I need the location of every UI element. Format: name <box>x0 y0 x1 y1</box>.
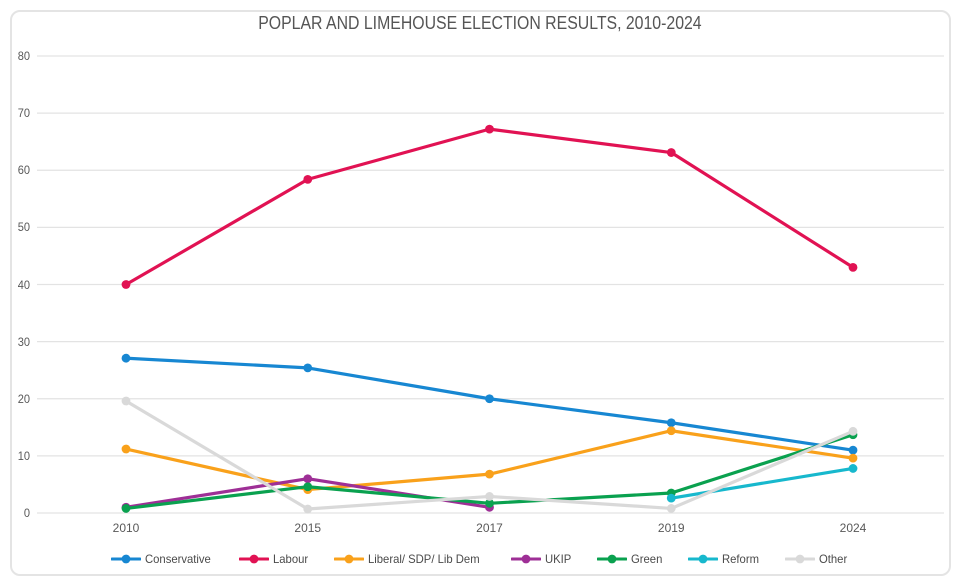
legend-label-green: Green <box>630 552 663 566</box>
y-tick-label-50: 50 <box>17 220 30 235</box>
legend-label-ukip: UKIP <box>544 552 572 566</box>
legend-marker-icon-conservative <box>110 554 141 564</box>
x-tick-label-2024: 2024 <box>839 521 867 535</box>
legend-marker-icon-labour <box>238 554 269 564</box>
y-tick-label-60: 60 <box>17 163 30 178</box>
legend-dot-icon <box>607 554 617 564</box>
legend-dot-icon <box>344 554 354 564</box>
legend-marker-icon-reform <box>688 554 719 564</box>
legend-marker-icon-green <box>596 554 627 564</box>
legend-dot-icon <box>796 554 805 564</box>
legend-label-labour: Labour <box>272 552 308 566</box>
y-tick-label-80: 80 <box>17 49 30 63</box>
y-tick-label-20: 20 <box>17 391 30 406</box>
chart-border <box>10 10 951 576</box>
y-tick-label-30: 30 <box>17 334 30 349</box>
legend-dot-icon <box>121 554 130 564</box>
legend-dot-icon <box>521 554 531 564</box>
y-tick-label-10: 10 <box>17 448 30 463</box>
x-tick-label-2015: 2015 <box>294 521 322 535</box>
legend-label-conservative: Conservative <box>144 552 211 566</box>
legend-item-liberal-sdp-lib-dem: Liberal/ SDP/ Lib Dem <box>333 552 487 566</box>
legend-dot-icon <box>698 554 708 564</box>
chart-legend: Conservative Labour Liberal/ SDP/ Lib Dem U… <box>0 552 960 566</box>
legend-item-labour: Labour <box>238 552 310 566</box>
x-tick-label-2019: 2019 <box>657 521 685 535</box>
legend-item-ukip: UKIP <box>510 552 573 566</box>
legend-label-reform: Reform <box>722 552 760 566</box>
legend-label-liberal-sdp-lib-dem: Liberal/ SDP/ Lib Dem <box>367 552 480 566</box>
legend-item-other: Other <box>785 552 849 566</box>
y-tick-label-40: 40 <box>17 277 30 292</box>
y-tick-label-70: 70 <box>17 106 30 121</box>
y-tick-label-0: 0 <box>23 506 30 520</box>
legend-item-reform: Reform <box>688 552 761 566</box>
x-tick-label-2010: 2010 <box>112 521 140 535</box>
chart-title: POPLAR AND LIMEHOUSE ELECTION RESULTS, 2… <box>0 13 960 34</box>
x-tick-label-2017: 2017 <box>476 521 503 535</box>
legend-item-green: Green <box>596 552 664 566</box>
legend-marker-icon-other <box>785 554 816 564</box>
legend-marker-icon-ukip <box>510 554 541 564</box>
legend-label-other: Other <box>819 552 848 566</box>
chart-title-text: POPLAR AND LIMEHOUSE ELECTION RESULTS, 2… <box>258 13 702 33</box>
legend-dot-icon <box>249 554 258 564</box>
legend-marker-icon-liberal-sdp-lib-dem <box>333 554 364 564</box>
legend-item-conservative: Conservative <box>110 552 215 566</box>
